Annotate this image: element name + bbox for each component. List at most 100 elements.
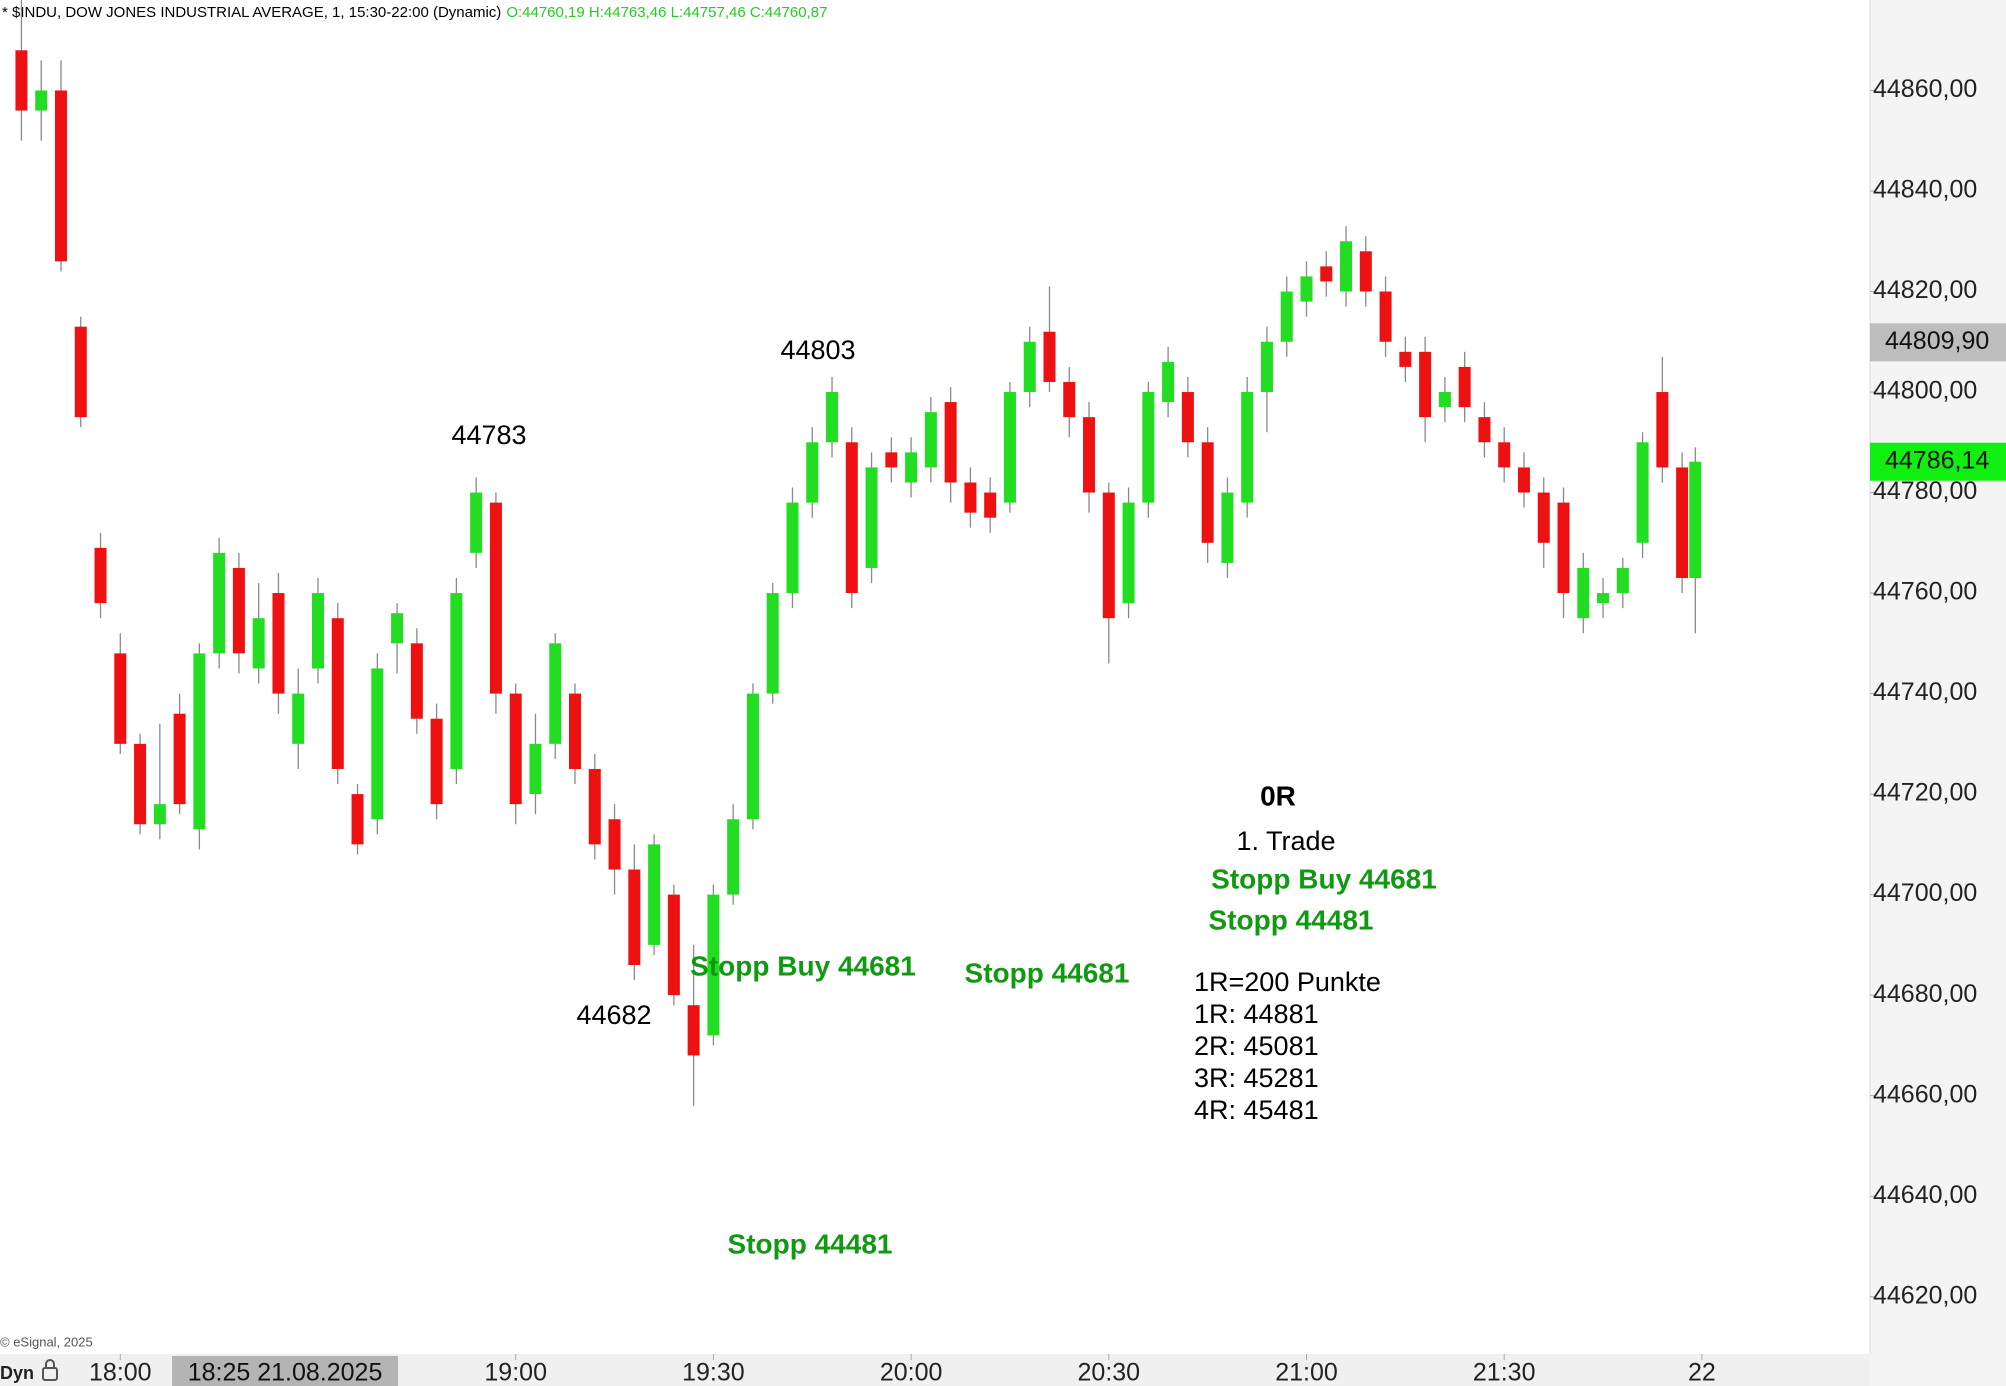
candle-body — [529, 743, 542, 795]
y-tick-label: 44760,00 — [1873, 578, 1977, 606]
candle-body — [1063, 381, 1076, 418]
candle-body — [35, 90, 48, 111]
annotation: 44783 — [451, 420, 526, 450]
candle-body — [450, 593, 463, 769]
candle-body — [786, 502, 799, 594]
candle-body — [588, 768, 601, 845]
candle-body — [1359, 251, 1372, 292]
candle-body — [1636, 442, 1649, 543]
candle-body — [1241, 392, 1254, 503]
crosshair-time-label: 18:25 21.08.2025 — [188, 1359, 383, 1386]
annotation: 1R: 44881 — [1194, 999, 1319, 1029]
x-tick-label: 21:30 — [1473, 1359, 1536, 1386]
candle-body — [1656, 392, 1669, 468]
last-price-tag-bg — [1870, 442, 2006, 481]
candle-body — [1320, 266, 1333, 282]
candle-body — [1478, 417, 1491, 443]
candle-body — [371, 668, 384, 820]
candle-body — [1577, 567, 1590, 619]
candle-body — [1280, 291, 1293, 342]
candle-body — [1399, 351, 1412, 367]
candle-body — [806, 442, 819, 503]
candle-body — [746, 693, 759, 820]
candle-body — [430, 718, 443, 805]
y-tick-label: 44660,00 — [1873, 1080, 1977, 1108]
candle-body — [1419, 351, 1432, 418]
candle-body — [213, 552, 226, 654]
annotation: 2R: 45081 — [1194, 1031, 1319, 1061]
candle-body — [1557, 502, 1570, 594]
candle-body — [1676, 467, 1689, 578]
candle-body — [549, 643, 562, 744]
candle-body — [826, 392, 839, 443]
candle-body — [1537, 492, 1550, 543]
candle-body — [173, 713, 186, 805]
candle-body — [984, 492, 997, 518]
candle-body — [1221, 492, 1234, 563]
crosshair-price-tag-bg — [1870, 323, 2006, 362]
candle-body — [845, 442, 858, 594]
crosshair-price-tag: 44809,90 — [1885, 327, 1989, 355]
y-tick-label: 44800,00 — [1873, 377, 1977, 405]
candle-body — [1260, 341, 1273, 393]
candle-body — [707, 894, 720, 1036]
candle-body — [1043, 331, 1056, 382]
y-tick-label: 44860,00 — [1873, 75, 1977, 103]
candle-body — [1379, 291, 1392, 342]
candle-body — [1458, 366, 1471, 408]
candle-body — [924, 412, 937, 468]
candle-body — [1201, 442, 1214, 543]
candle-body — [648, 844, 661, 945]
subtitle: O:44760,19 H:44763,46 L:44757,46 C:44760… — [506, 4, 827, 21]
annotation: 1. Trade — [1236, 826, 1335, 856]
candle-body — [410, 643, 423, 719]
annotation: Stopp 44481 — [1209, 904, 1374, 935]
copyright: © eSignal, 2025 — [0, 1334, 93, 1349]
candle-body — [885, 452, 898, 468]
candle-body — [509, 693, 522, 805]
candle-body — [1689, 461, 1702, 578]
annotation: 1R=200 Punkte — [1194, 967, 1381, 997]
candle-body — [15, 50, 28, 111]
candle-body — [331, 618, 344, 769]
candle-body — [292, 693, 305, 744]
candle-body — [1340, 241, 1353, 292]
candle-body — [232, 567, 245, 654]
x-tick-label: 22 — [1688, 1359, 1716, 1386]
x-tick-label: 21:00 — [1275, 1359, 1338, 1386]
candle-body — [1162, 361, 1175, 403]
y-tick-label: 44680,00 — [1873, 980, 1977, 1008]
candle-body — [1517, 467, 1530, 493]
x-tick-label: 19:30 — [682, 1359, 745, 1386]
x-tick-label: 19:00 — [484, 1359, 547, 1386]
candle-body — [193, 653, 206, 830]
candle-body — [1003, 392, 1016, 503]
candle-body — [687, 1005, 700, 1056]
annotation: 3R: 45281 — [1194, 1063, 1319, 1093]
candle-body — [252, 618, 265, 669]
y-tick-label: 44840,00 — [1873, 176, 1977, 204]
candle-body — [153, 804, 166, 825]
candle-body — [470, 492, 483, 553]
annotation: Stopp Buy 44681 — [1211, 863, 1437, 894]
candle-body — [1023, 341, 1036, 393]
candle-body — [312, 593, 324, 669]
y-tick-label: 44820,00 — [1873, 276, 1977, 304]
last-price-tag: 44786,14 — [1885, 446, 1989, 474]
x-tick-label: 18:00 — [89, 1359, 152, 1386]
annotation: 44803 — [780, 335, 855, 365]
candle-body — [1122, 502, 1135, 604]
candle-body — [944, 402, 957, 483]
candle-body — [569, 693, 582, 769]
candle-body — [391, 613, 404, 644]
mode-label: Dyn — [0, 1363, 34, 1383]
candle-body — [865, 467, 878, 568]
candle-body — [766, 593, 779, 694]
candle-body — [608, 819, 621, 870]
candle-body — [1083, 417, 1096, 493]
candle-body — [1616, 567, 1629, 594]
y-tick-label: 44620,00 — [1873, 1281, 1977, 1309]
annotation: Stopp Buy 44681 — [690, 950, 916, 981]
candle-body — [134, 743, 147, 825]
candle-body — [351, 794, 364, 845]
